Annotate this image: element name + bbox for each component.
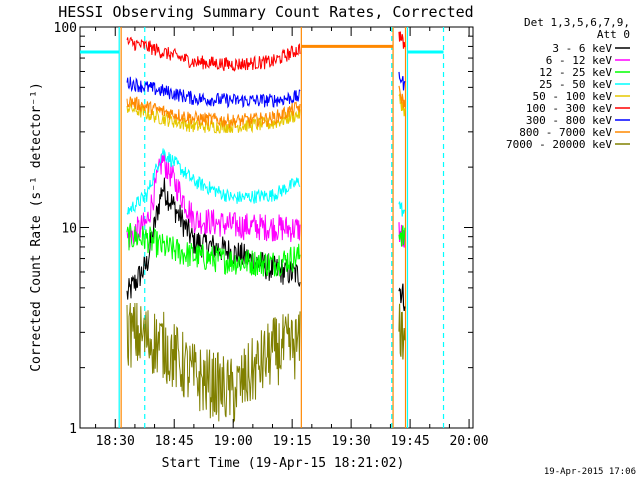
series-line-segment [398,85,406,109]
y-tick-label: 1 [69,422,77,437]
series-line-segment [398,225,406,247]
series-5 [126,31,406,72]
x-axis-label: Start Time (19-Apr-15 18:21:02) [162,456,405,471]
legend-header-line1: Det 1,3,5,6,7,9, [524,16,630,29]
x-tick-label: 19:30 [332,434,371,449]
x-axis: 18:30 18:45 19:00 19:15 19:30 19:45 20:00 [95,27,489,449]
series-line [126,76,301,109]
series-7 [126,85,406,129]
series-line [126,148,301,216]
series-line-segment [398,201,406,217]
series-line-segment [398,71,406,91]
series-line-segment [398,283,406,311]
series-4 [126,92,406,134]
legend-entry-label: 12 - 25 keV [539,66,612,79]
series-8 [126,302,406,424]
series-6 [126,71,406,109]
series-line [126,151,301,248]
series-line-segment [398,303,406,360]
overlay-layer [80,27,445,428]
legend-entry-label: 7000 - 20000 keV [506,138,612,151]
series-2 [126,222,406,277]
series-0 [126,177,406,311]
legend-entry-label: 6 - 12 keV [546,54,613,67]
series-line-segment [398,92,406,117]
y-tick-label: 100 [54,21,77,36]
series-line [126,302,301,424]
x-tick-label: 18:45 [155,434,194,449]
legend-entry-label: 3 - 6 keV [552,42,612,55]
x-tick-label: 19:45 [391,434,430,449]
legend-entry-label: 25 - 50 keV [539,78,612,91]
x-tick-label: 20:00 [449,434,488,449]
series-line [126,177,301,300]
series-line [126,96,301,129]
y-axis-label: Corrected Count Rate (s⁻¹ detector⁻¹) [29,82,44,372]
y-axis: 1 10 100 [54,21,473,437]
series-line-segment [398,31,406,49]
y-tick-label: 10 [61,222,77,237]
series-layer [126,31,406,424]
series-line [126,36,301,72]
legend-entry-label: 100 - 300 keV [526,102,612,115]
legend-entry-label: 300 - 800 keV [526,114,612,127]
series-1 [126,151,406,248]
x-tick-label: 18:30 [96,434,135,449]
x-tick-label: 19:15 [273,434,312,449]
series-line [126,222,301,277]
footer-timestamp: 19-Apr-2015 17:06 [544,467,636,477]
x-tick-label: 19:00 [214,434,253,449]
series-line [126,101,301,134]
legend-entry-label: 800 - 7000 keV [519,126,612,139]
chart-title: HESSI Observing Summary Count Rates, Cor… [58,3,473,21]
series-3 [126,148,406,217]
legend-header-line2: Att 0 [597,28,630,41]
legend-entry-label: 50 - 100 keV [533,90,613,103]
